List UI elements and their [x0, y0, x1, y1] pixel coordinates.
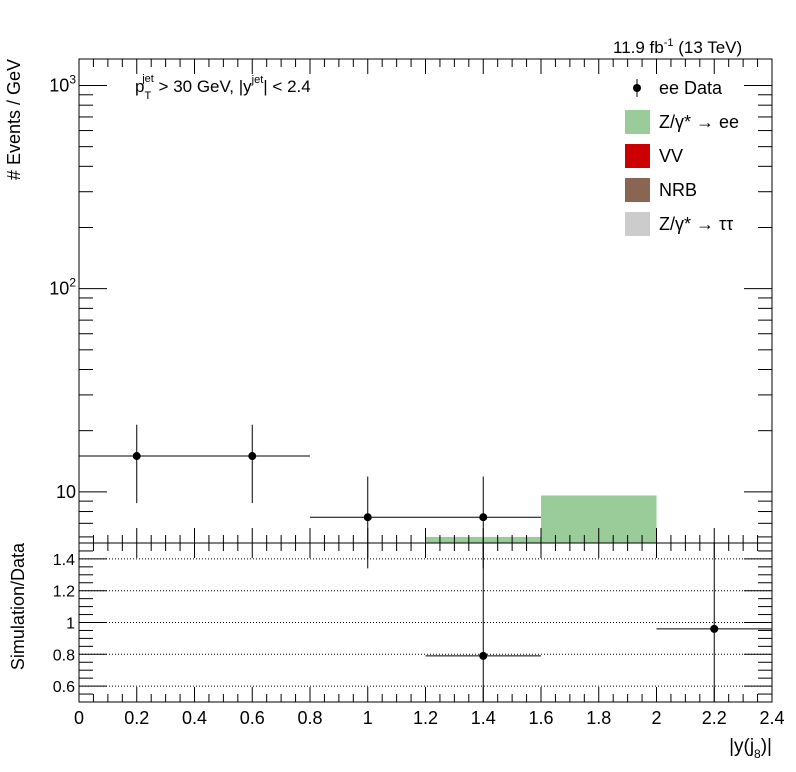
ratio-axis-ticks: [78, 542, 773, 703]
main-data-points: [79, 424, 541, 569]
ratio-ytick-label: 1.4: [53, 552, 75, 569]
legend-label: ee Data: [659, 78, 723, 98]
xtick-label: 2.2: [702, 708, 727, 728]
ratio-frame: [78, 542, 773, 703]
xtick-label: 0.2: [124, 708, 149, 728]
ratio-point: [425, 544, 541, 702]
xtick-label: 0: [74, 708, 84, 728]
x-axis-title: |y(j8)|: [729, 736, 772, 761]
main-y-tick-labels: 10 102 103: [49, 72, 76, 501]
main-ytick-label: 103: [49, 72, 76, 95]
lumi-label: 11.9 fb-1 (13 TeV): [613, 37, 742, 57]
main-axis-ticks: [78, 59, 773, 543]
xtick-label: 1: [363, 708, 373, 728]
legend-item-zee: Z/γ* → ee: [625, 110, 739, 134]
legend-item-vv: VV: [625, 144, 683, 168]
ratio-x-tick-labels: 0 0.2 0.4 0.6 0.8 1 1.2 1.4 1.6 1.8 2 2.2 2.4: [74, 708, 785, 728]
ratio-grid: [79, 558, 772, 687]
main-panel: 10 102 103 # Events / GeV pTjet > 30 GeV, …: [4, 58, 773, 569]
ratio-data-points: [425, 543, 772, 702]
main-ytick-label: 10: [56, 482, 76, 502]
legend-item-ztt: Z/γ* → ττ: [625, 212, 733, 236]
xtick-label: 1.4: [471, 708, 496, 728]
legend-label: VV: [659, 146, 683, 166]
ratio-y-tick-labels: 0.6 0.8 1 1.2 1.4: [53, 552, 75, 696]
xtick-label: 1.8: [586, 708, 611, 728]
main-ytick-label: 102: [49, 276, 76, 299]
main-y-axis-title: # Events / GeV: [4, 59, 24, 180]
xtick-label: 1.6: [528, 708, 553, 728]
xtick-label: 0.4: [182, 708, 207, 728]
data-point: [79, 424, 195, 504]
ratio-ytick-label: 1: [66, 616, 75, 633]
ratio-ytick-label: 0.8: [53, 647, 75, 664]
legend-item-data: ee Data: [633, 78, 723, 98]
legend-label: Z/γ* → ττ: [659, 214, 733, 234]
xtick-label: 1.2: [413, 708, 438, 728]
xtick-label: 0.8: [297, 708, 322, 728]
ratio-point: [656, 543, 772, 702]
ratio-ytick-label: 0.6: [53, 679, 75, 696]
xtick-label: 2: [651, 708, 661, 728]
legend: ee Data Z/γ* → ee VV NRB Z/γ* → ττ: [625, 78, 739, 236]
legend-label: Z/γ* → ee: [659, 112, 739, 132]
legend-item-nrb: NRB: [625, 178, 697, 202]
ratio-panel: 0.6 0.8 1 1.2 1.4 0 0.2 0.4 0.6 0.8 1 1.2 1.4 1.6 1.8…: [8, 542, 785, 761]
cut-text: pTjet > 30 GeV, |yjet| < 2.4: [135, 73, 311, 102]
ratio-y-axis-title: Simulation/Data: [8, 542, 28, 670]
xtick-label: 0.6: [240, 708, 265, 728]
legend-label: NRB: [659, 180, 697, 200]
xtick-label: 2.4: [759, 708, 784, 728]
data-point: [194, 424, 310, 504]
ratio-ytick-label: 1.2: [53, 584, 75, 601]
